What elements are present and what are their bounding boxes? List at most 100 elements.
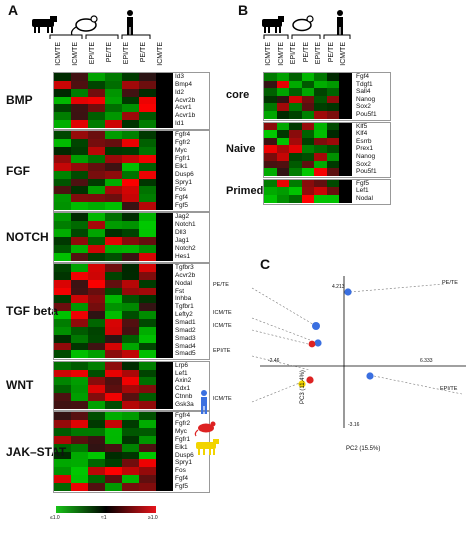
heatmap-cell [156,401,173,409]
heatmap-cell [88,319,105,327]
heatmap-cell [326,145,339,153]
heatmap-cell [156,311,173,319]
heatmap-cell [122,443,139,452]
heatmap-cell [122,459,139,468]
heatmap-cell [264,130,277,138]
heatmap-cell [54,162,71,171]
heatmap-cell [139,139,156,148]
heatmap-cell [139,96,156,105]
panel-c-letter: C [260,256,271,272]
gene-label: Axin2 [175,377,192,385]
heatmap-cell [71,334,88,343]
heatmap-cell [105,229,122,237]
heatmap-cell [88,96,105,105]
heatmap-cell [264,137,277,146]
heatmap-cell [88,443,105,452]
heatmap-cell [264,168,277,176]
column-label: EPI/TE [290,42,297,65]
pathway-group-label: JAK–STAT [6,444,67,459]
heatmap-cell [339,137,352,146]
heatmap-cell [88,202,105,210]
heatmap-cell [88,237,105,245]
heatmap-cell [54,279,71,288]
heatmap-cell [105,88,122,97]
heatmap-cell [122,120,139,128]
gene-label: Lef1 [175,369,188,377]
heatmap-cell [71,73,88,81]
heatmap-cell [139,342,156,351]
heatmap-cell [264,80,277,89]
gene-label: Klf5 [356,122,368,130]
heatmap-cell [105,475,122,483]
heatmap-cell [54,443,71,452]
heatmap-cell [54,420,71,429]
heatmap-cell [54,401,71,409]
heatmap-cell [326,168,339,176]
heatmap-cell [105,295,122,304]
heatmap-cell [71,237,88,245]
gene-label: Esrrb [356,137,372,145]
heatmap-cell [54,287,71,296]
heatmap-cell [54,459,71,468]
gene-label: Smad1 [175,319,196,326]
heatmap-cell [105,202,122,210]
heatmap-cell [156,326,173,335]
heatmap-cell [54,229,71,237]
heatmap-cell [88,178,105,187]
heatmap-cell [71,342,88,351]
heatmap-cell [276,111,289,119]
pathway-group-label: NOTCH [6,230,49,244]
column-label: EPI/TE [123,42,130,65]
heatmap-cell [105,120,122,128]
heatmap-cell [314,179,327,188]
heatmap-cell [88,303,105,312]
heatmap-cell [88,311,105,319]
mouse-icon [70,15,98,36]
pca-label-icm-te-1: ICM/TE [213,310,232,316]
heatmap-cell [54,104,71,113]
heatmap-cell [105,178,122,187]
panel-a-species-icons [32,10,151,39]
heatmap-cell [139,170,156,179]
gene-label: Nanog [356,153,376,160]
heatmap-cell [71,459,88,468]
heatmap-cell [264,111,277,119]
heatmap-cell [54,88,71,97]
heatmap-cell [122,412,139,421]
heatmap-cell [326,187,339,195]
gene-label: Inhba [175,295,192,303]
heatmap-cell [88,279,105,288]
gene-label: Tgfbr1 [175,303,194,311]
heatmap-cell [289,187,302,195]
gene-label: Spry1 [175,178,192,186]
panel-b-species-icons [262,10,351,39]
heatmap-cell [105,443,122,452]
heatmap-cell [139,194,156,203]
heatmap-cell [122,112,139,121]
heatmap-cell [71,420,88,429]
heatmap-cell [122,170,139,179]
heatmap-cell [339,73,352,81]
gene-label: Fos [175,467,186,475]
gene-label: Dusp6 [175,451,194,459]
pca-label-icm-te-2: ICM/TE [213,323,232,329]
heatmap-cell [326,130,339,138]
connector-epi-te-left [251,355,311,371]
heatmap-cell [71,194,88,203]
heatmap-cell [88,385,105,394]
heatmap-cell [139,401,156,409]
heatmap-cell [139,451,156,460]
heatmap-cell [139,147,156,155]
gene-label: Id1 [175,120,185,128]
heatmap-cell [156,73,173,81]
heatmap-cell [71,244,88,253]
heatmap-cell [71,221,88,230]
pathway-group-label: BMP [6,93,33,108]
heatmap-cell [54,139,71,148]
heatmap-cell [122,467,139,476]
heatmap-cell [156,88,173,97]
gene-label: Fgf5 [175,483,189,490]
connector-pe-te-right [349,283,445,293]
heatmap-cell [326,111,339,119]
heatmap-cell [105,80,122,89]
